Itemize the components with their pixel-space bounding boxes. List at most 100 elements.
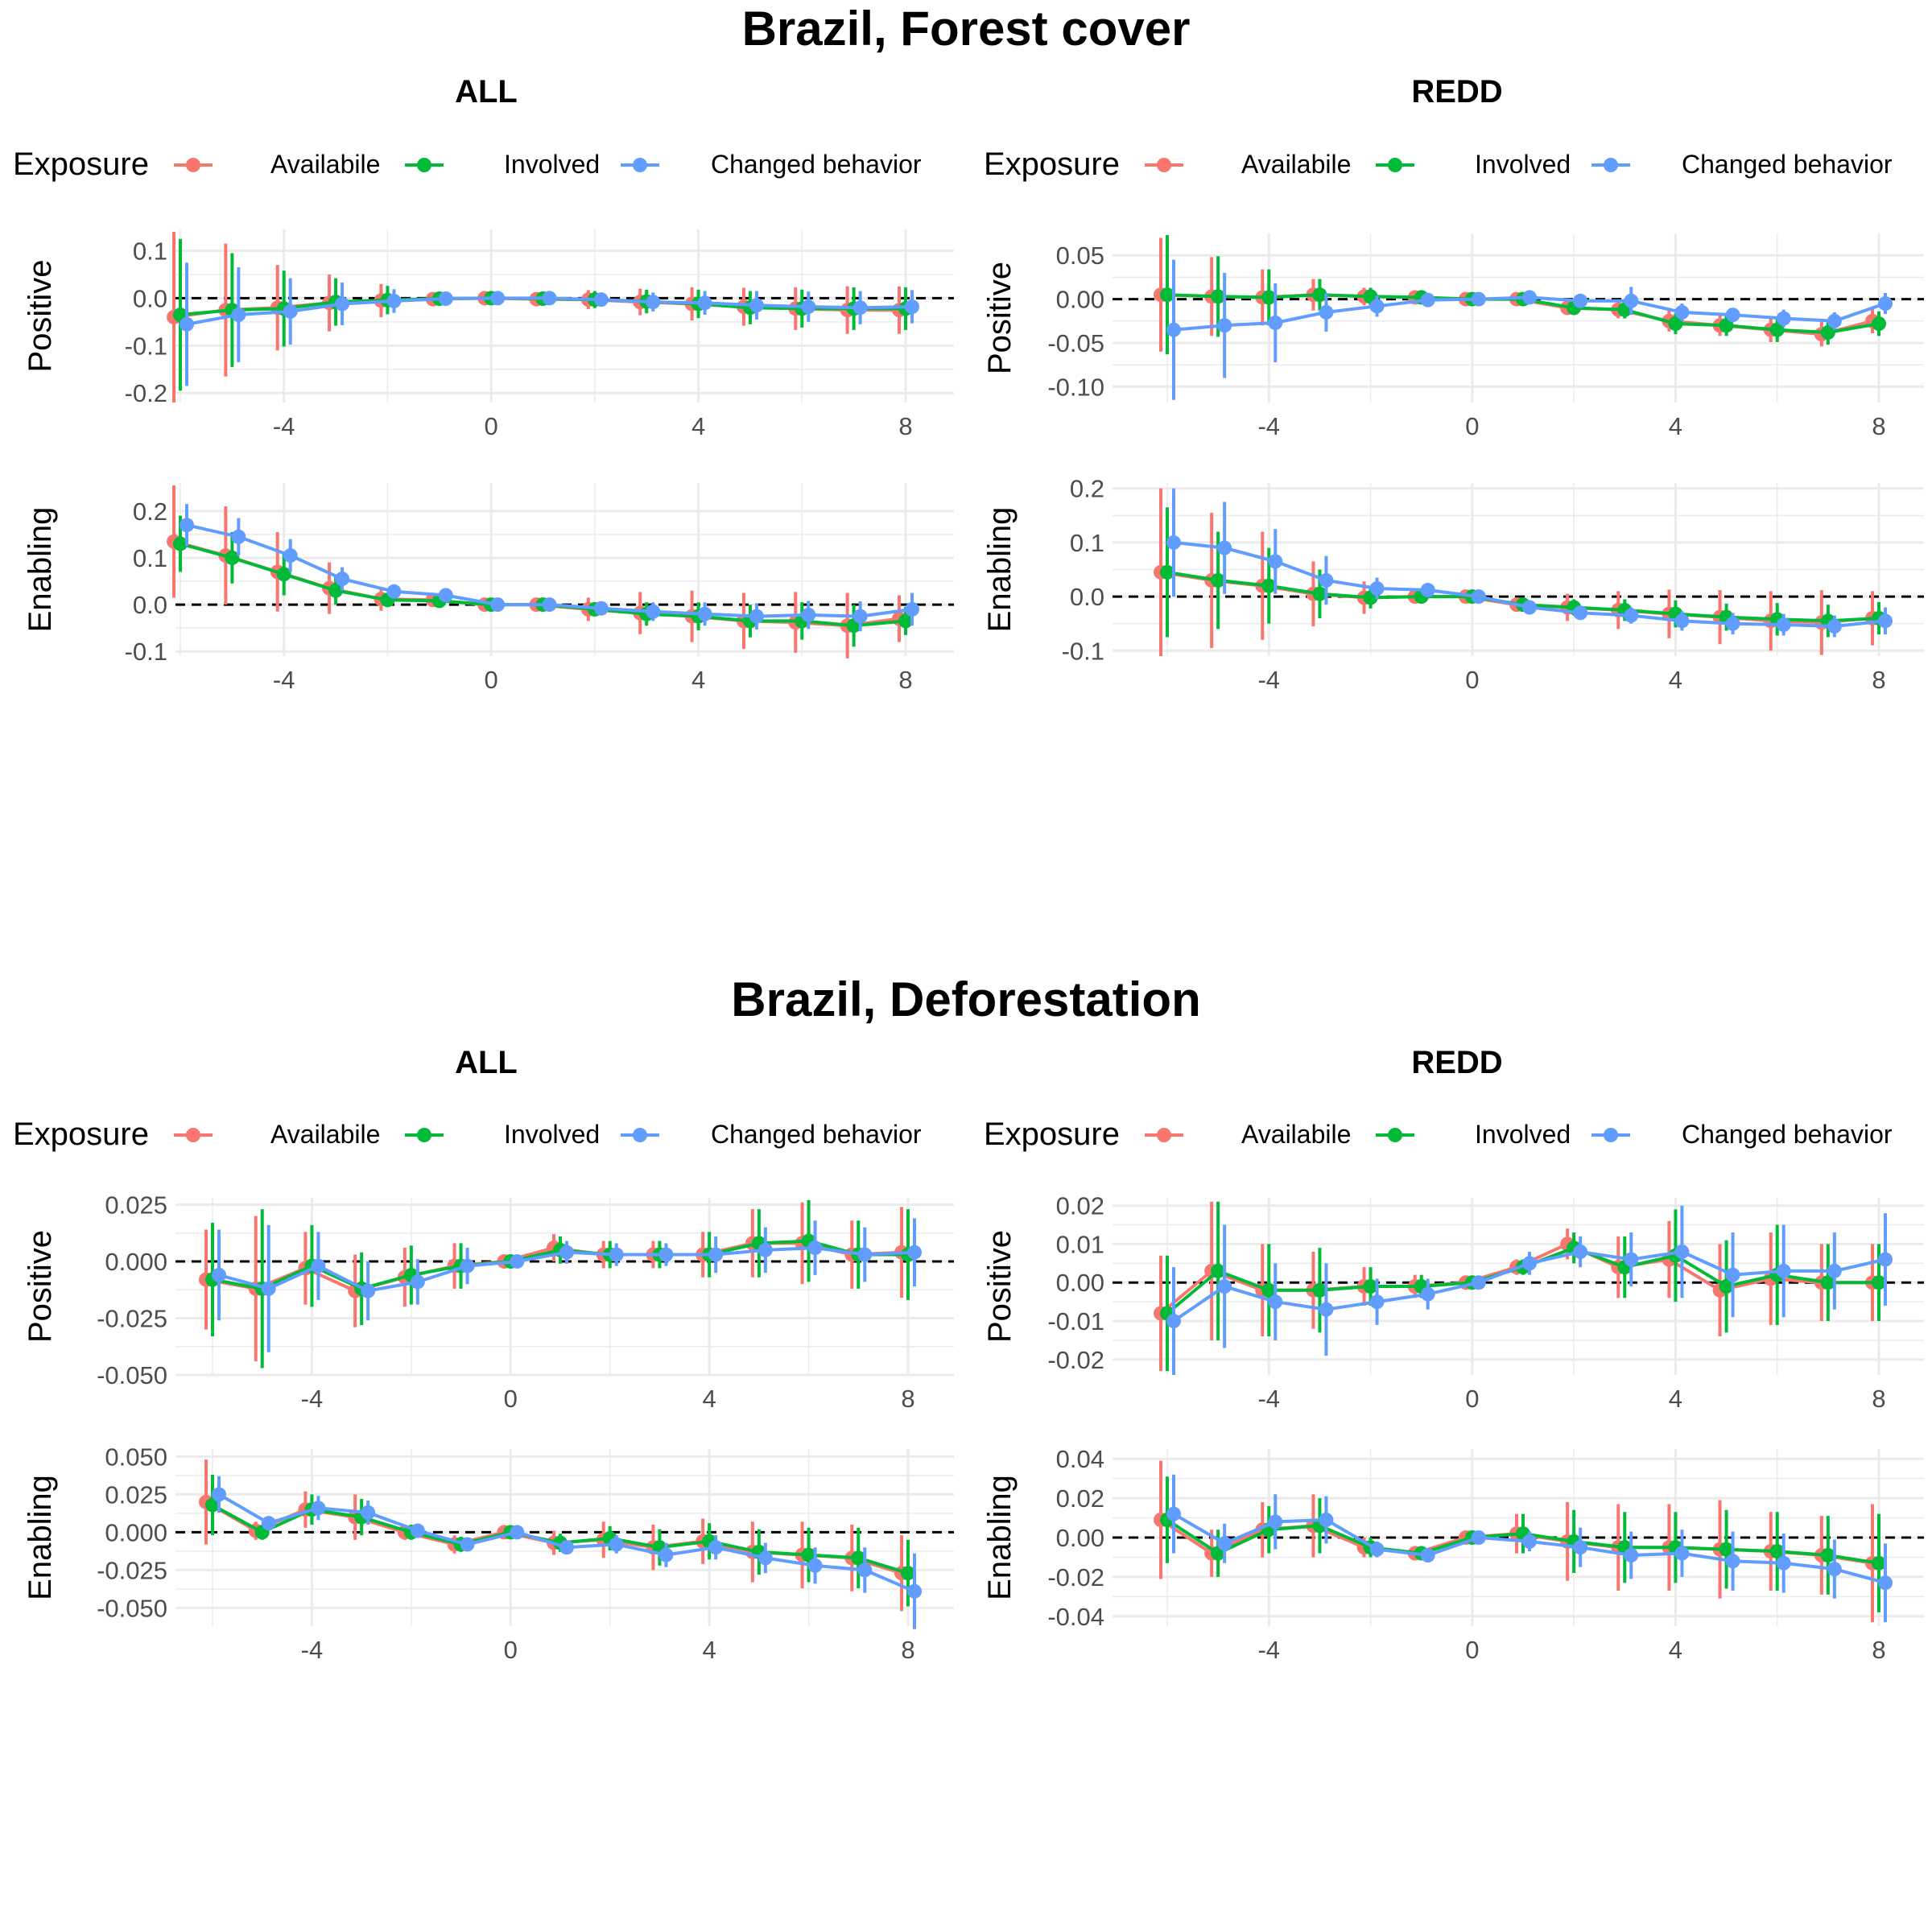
data-point — [311, 1501, 326, 1516]
data-point — [1522, 290, 1537, 305]
data-point — [658, 1247, 674, 1262]
data-point — [328, 583, 344, 598]
data-point — [490, 597, 506, 613]
section-title-forest-cover: Brazil, Forest cover — [742, 2, 1191, 56]
data-point — [1211, 572, 1226, 588]
data-point — [542, 291, 557, 306]
y-tick-label: -0.050 — [97, 1594, 167, 1622]
y-tick-label: -0.02 — [1047, 1563, 1104, 1591]
data-point — [1261, 1282, 1277, 1298]
x-tick-label: 4 — [691, 412, 705, 440]
data-point — [1166, 322, 1181, 337]
data-point — [361, 1505, 376, 1520]
x-tick-label: 4 — [691, 666, 705, 694]
data-point — [410, 1274, 425, 1290]
data-point — [658, 1547, 674, 1563]
data-point — [490, 291, 506, 306]
legend-key-point — [417, 1128, 431, 1142]
y-tick-label: -0.05 — [1047, 329, 1104, 357]
data-point — [1872, 316, 1886, 332]
data-point — [180, 316, 194, 332]
data-point — [851, 1550, 866, 1566]
data-point — [1668, 316, 1683, 332]
data-point — [460, 1258, 475, 1274]
data-point — [335, 296, 350, 312]
legend-key-point — [1388, 1128, 1402, 1142]
data-point — [1166, 535, 1181, 550]
data-point — [1369, 1542, 1385, 1557]
data-point — [1420, 583, 1435, 598]
column-title-redd-bottom: REDD — [1411, 1045, 1502, 1080]
column-title-redd-top: REDD — [1411, 74, 1502, 109]
data-point — [1776, 1555, 1791, 1571]
panel-forest-redd-positive: 0.05 0.00 -0.05 -0.10 -4 0 4 8 Positive — [982, 233, 1924, 440]
y-tick-label: -0.01 — [1047, 1307, 1104, 1335]
x-tick-label: 8 — [901, 1385, 914, 1413]
y-tick-label: -0.1 — [1062, 637, 1104, 665]
row-label: Enabling — [982, 1475, 1018, 1600]
panel-defor-redd-positive: 0.02 0.01 0.00 -0.01 -0.02 -4 0 4 8 Positive — [982, 1192, 1924, 1413]
legend-label: Availabile — [1241, 1120, 1351, 1149]
y-tick-label: 0.000 — [105, 1248, 167, 1276]
column-title-all-bottom: ALL — [455, 1045, 518, 1080]
x-tick-label: -4 — [1257, 1636, 1280, 1664]
data-point — [1268, 315, 1283, 330]
data-point — [1674, 304, 1690, 320]
data-point — [261, 1516, 276, 1531]
data-point — [1573, 1540, 1588, 1555]
x-tick-label: 8 — [901, 1636, 914, 1664]
data-point — [1776, 1263, 1791, 1278]
legend-key-point — [633, 1128, 647, 1142]
data-point — [593, 601, 609, 616]
data-point — [1827, 313, 1842, 328]
data-point — [852, 300, 868, 316]
row-label: Enabling — [23, 1475, 58, 1600]
legend-label: Involved — [504, 150, 600, 179]
data-point — [386, 584, 402, 599]
data-point — [907, 1583, 922, 1599]
data-point — [1878, 613, 1893, 629]
x-tick-label: 8 — [1872, 1636, 1885, 1664]
x-tick-label: -4 — [273, 666, 295, 694]
data-point — [609, 1537, 624, 1552]
y-tick-label: 0.050 — [105, 1443, 167, 1471]
y-tick-label: -0.02 — [1047, 1346, 1104, 1374]
data-point — [1624, 293, 1639, 308]
data-point — [1878, 296, 1893, 312]
data-point — [708, 1540, 724, 1555]
data-point — [593, 292, 609, 308]
y-tick-label: 0.0 — [133, 591, 167, 619]
legend-label: Changed behavior — [1682, 1120, 1893, 1149]
data-point — [1674, 1244, 1690, 1259]
x-tick-label: 0 — [485, 666, 498, 694]
data-point — [801, 607, 816, 622]
data-point — [1420, 292, 1435, 308]
y-tick-label: -0.10 — [1047, 373, 1104, 401]
y-tick-label: 0.05 — [1056, 242, 1104, 270]
x-tick-label: 8 — [1872, 666, 1885, 694]
x-tick-label: 0 — [1465, 1385, 1479, 1413]
panel-defor-redd-enabling: 0.04 0.02 0.00 -0.02 -0.04 -4 0 4 8 Enabling — [982, 1445, 1924, 1664]
section-title-deforestation: Brazil, Deforestation — [731, 972, 1200, 1026]
panel-forest-all-enabling: 0.2 0.1 0.0 -0.1 -4 0 4 8 Enabling — [23, 483, 954, 694]
data-point — [205, 1497, 220, 1513]
legend-title: Exposure — [13, 1117, 149, 1152]
data-point — [646, 295, 661, 310]
row-label: Positive — [23, 259, 58, 372]
x-tick-label: 4 — [1669, 412, 1682, 440]
data-point — [905, 601, 919, 617]
data-point — [857, 1247, 873, 1262]
data-point — [212, 1267, 226, 1282]
data-point — [1719, 1542, 1734, 1557]
legend-label: Involved — [1475, 1120, 1571, 1149]
data-point — [1624, 1252, 1639, 1267]
legend-label: Changed behavior — [711, 150, 922, 179]
x-tick-label: 0 — [1465, 666, 1479, 694]
series-changed-behavior — [180, 504, 919, 632]
data-point — [231, 529, 246, 544]
row-label: Enabling — [23, 507, 58, 633]
data-point — [1217, 318, 1232, 333]
data-point — [1674, 1546, 1690, 1561]
data-point — [1261, 578, 1277, 593]
x-tick-label: 0 — [504, 1385, 518, 1413]
